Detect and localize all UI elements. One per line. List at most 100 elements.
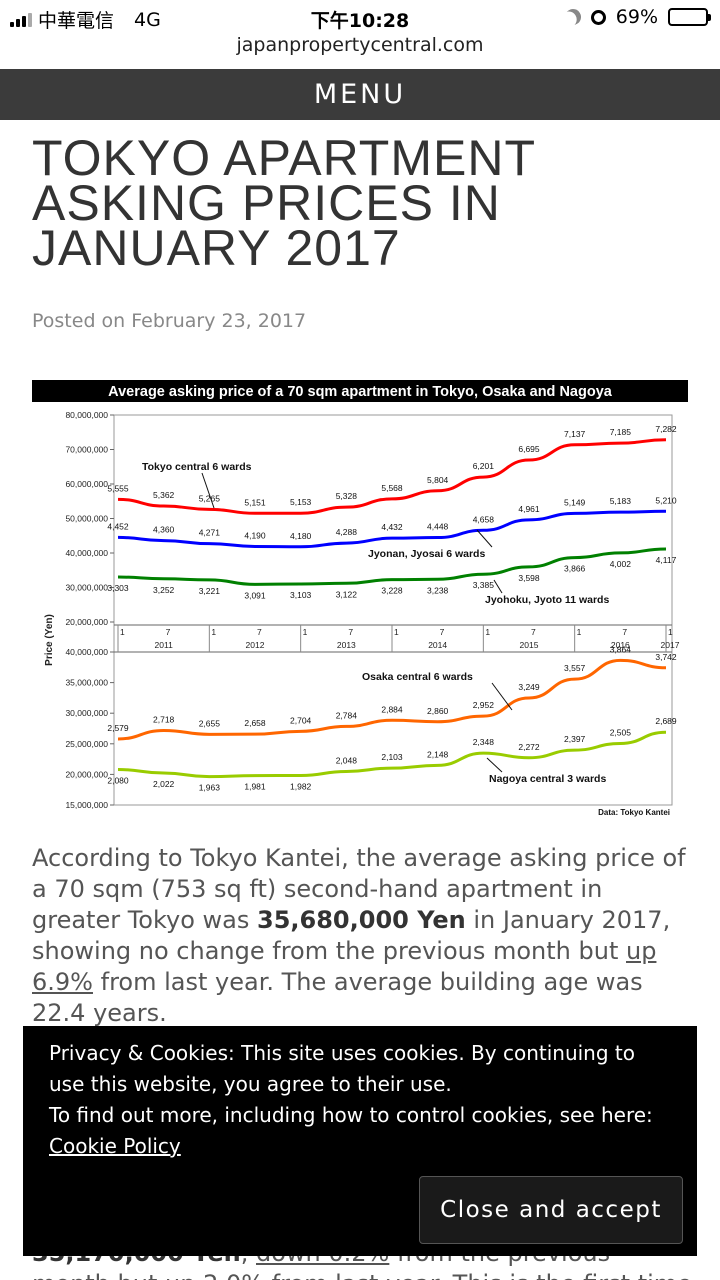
x-tick-label: 7 (166, 627, 171, 637)
data-label: 2,148 (427, 749, 449, 759)
data-label: 4,288 (336, 527, 358, 537)
data-label: 3,103 (290, 590, 312, 600)
plot-frame (113, 414, 673, 806)
y-tick-label: 60,000,000 (65, 479, 108, 489)
y-tick-label: 30,000,000 (65, 583, 108, 593)
para-text-2: in January 2017, showing no change from … (32, 906, 671, 965)
legend-label: Jyonan, Jyosai 6 wards (368, 548, 485, 560)
data-label: 2,272 (518, 742, 540, 752)
legend-pointer (486, 757, 503, 773)
signal-icon (10, 12, 32, 27)
x-tick-label: 7 (257, 627, 262, 637)
price-chart: Average asking price of a 70 sqm apartme… (32, 380, 688, 817)
para-text-3: from last year. The average building age… (32, 968, 643, 1027)
y-tick-label: 70,000,000 (65, 445, 108, 455)
y-tick-label: 15,000,000 (65, 800, 108, 810)
data-label: 2,397 (564, 734, 586, 744)
battery-percent: 69% (615, 6, 658, 28)
data-label: 4,271 (199, 528, 221, 538)
data-label: 4,432 (381, 522, 403, 532)
data-label: 2,658 (244, 718, 266, 728)
cookie-text-2: To find out more, including how to contr… (49, 1103, 653, 1127)
series-line-tokyo-central-6-wards (117, 438, 667, 515)
data-label: 2,784 (336, 710, 358, 720)
x-tick-label: 1 (211, 627, 216, 637)
data-label: 2,080 (107, 776, 129, 786)
menu-button[interactable]: MENU (0, 69, 720, 120)
data-label: 2,022 (153, 779, 175, 789)
x-tick-label: 7 (440, 627, 445, 637)
x-year-label: 2016 (611, 640, 630, 650)
article-paragraph: According to Tokyo Kantei, the average a… (32, 843, 692, 1029)
data-label: 4,180 (290, 531, 312, 541)
data-label: 5,328 (336, 491, 358, 501)
data-label: 2,505 (610, 727, 632, 737)
x-year-label: 2017 (661, 640, 680, 650)
y-axis-label: Price (Yen) (44, 614, 55, 666)
carrier-name: 中華電信 (38, 10, 115, 32)
cookie-text-1: Privacy & Cookies: This site uses cookie… (49, 1041, 635, 1096)
do-not-disturb-icon (562, 6, 584, 28)
data-label: 4,117 (656, 555, 677, 565)
data-label: 3,238 (427, 585, 449, 595)
url-bar[interactable]: japanpropertycentral.com (236, 34, 484, 56)
data-label: 3,598 (518, 573, 540, 583)
data-label: 2,884 (381, 704, 403, 714)
data-label: 7,185 (610, 427, 632, 437)
data-label: 3,742 (655, 652, 677, 662)
close-and-accept-button[interactable]: Close and accept (419, 1176, 683, 1244)
x-tick-label: 7 (531, 627, 536, 637)
data-label: 3,228 (381, 586, 403, 596)
legend-pointer (201, 472, 215, 509)
chart-title-bar (32, 380, 688, 402)
data-label: 5,151 (244, 497, 266, 507)
data-label: 3,303 (107, 583, 129, 593)
status-right: 69% (562, 6, 711, 28)
data-label: 5,210 (655, 495, 677, 505)
posted-date[interactable]: February 23, 2017 (131, 310, 307, 332)
data-label: 2,860 (427, 706, 449, 716)
post-date-line: Posted on February 23, 2017 (32, 310, 306, 332)
cookie-policy-link[interactable]: Cookie Policy (49, 1134, 181, 1158)
data-label: 4,190 (244, 530, 266, 540)
y-tick-label: 80,000,000 (65, 410, 108, 420)
x-tick-label: 1 (120, 627, 125, 637)
data-label: 5,183 (610, 496, 632, 506)
x-year-label: 2015 (520, 640, 539, 650)
legend-label: Osaka central 6 wards (362, 671, 473, 683)
data-label: 5,153 (290, 497, 312, 507)
data-label: 6,695 (518, 444, 540, 454)
status-bar: 中華電信 4G 下午10:28 69% (0, 0, 720, 36)
x-tick-label: 1 (394, 627, 399, 637)
data-label: 4,002 (610, 559, 632, 569)
data-label: 2,348 (473, 737, 495, 747)
data-label: 5,555 (107, 483, 129, 493)
y-tick-label: 35,000,000 (65, 678, 108, 688)
data-label: 7,282 (655, 424, 677, 434)
data-label: 5,804 (427, 475, 449, 485)
page-title: TOKYO APARTMENT ASKING PRICES IN JANUARY… (32, 130, 536, 276)
y-tick-label: 50,000,000 (65, 514, 108, 524)
data-label: 4,452 (107, 521, 129, 531)
data-label: 4,961 (518, 504, 540, 514)
para-text-1: According to Tokyo Kantei, the average a… (32, 844, 686, 934)
data-label: 5,149 (564, 497, 586, 507)
y-tick-label: 20,000,000 (65, 617, 108, 627)
data-label: 1,981 (244, 782, 266, 792)
data-label: 2,718 (153, 714, 175, 724)
legend-pointer (476, 529, 493, 548)
change-link[interactable]: up 6.9% (32, 937, 657, 996)
chart-source: Data: Tokyo Kantei (598, 808, 670, 817)
status-time: 下午10:28 (310, 10, 410, 32)
data-label: 3,864 (610, 644, 632, 654)
chart-title: Average asking price of a 70 sqm apartme… (108, 384, 613, 400)
data-label: 7,137 (564, 429, 586, 439)
x-year-label: 2012 (246, 640, 265, 650)
y-tick-label: 25,000,000 (65, 739, 108, 749)
data-label: 3,249 (518, 682, 540, 692)
data-label: 2,704 (290, 715, 312, 725)
x-tick-label: 1 (668, 627, 673, 637)
data-label: 3,091 (244, 590, 266, 600)
data-label: 3,866 (564, 564, 586, 574)
data-label: 3,557 (564, 663, 586, 673)
